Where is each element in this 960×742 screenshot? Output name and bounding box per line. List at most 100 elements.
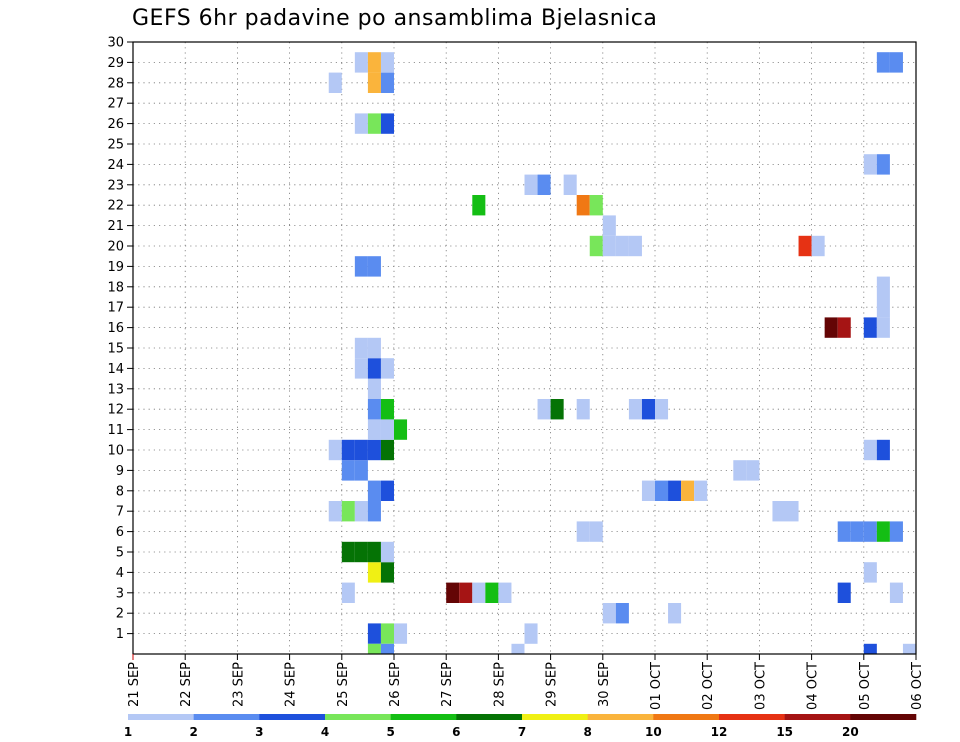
heatmap-cell [341, 439, 355, 461]
y-tick-label: 28 [107, 76, 124, 91]
y-tick-label: 17 [107, 301, 124, 316]
heatmap-cell [615, 603, 629, 624]
y-tick-label: 20 [107, 240, 124, 255]
colorbar-label: 1 [124, 725, 132, 739]
heatmap-cell [367, 337, 381, 359]
heatmap-cell [889, 582, 903, 603]
heatmap-cell [824, 317, 838, 338]
heatmap-cell [485, 582, 499, 603]
heatmap-cell [354, 541, 368, 563]
colorbar-label: 3 [255, 725, 263, 739]
heatmap-cell [472, 582, 486, 603]
heatmap-cell [602, 603, 616, 624]
heatmap-cell [902, 643, 916, 654]
heatmap-cell [328, 72, 342, 93]
heatmap-cell [354, 460, 368, 481]
heatmap-cell [354, 337, 368, 359]
heatmap-cell [380, 623, 394, 644]
y-tick-label: 26 [107, 117, 124, 132]
heatmap-cell [380, 399, 394, 420]
y-tick-label: 11 [107, 423, 124, 438]
heatmap-cell [380, 562, 394, 583]
x-tick-label: 27 SEP [440, 662, 455, 707]
colorbar-swatch [587, 714, 654, 720]
y-tick-label: 2 [116, 607, 124, 622]
y-tick-label: 24 [107, 158, 124, 173]
heatmap-cell [367, 643, 381, 654]
colorbar-swatch [784, 714, 851, 720]
heatmap-cell [367, 113, 381, 134]
x-tick-label: 05 OCT [858, 662, 873, 710]
x-tick-label: 29 SEP [545, 662, 560, 707]
heatmap-cell [341, 460, 355, 481]
heatmap-cell [876, 297, 890, 318]
heatmap-cell [889, 52, 903, 73]
heatmap-cell [863, 562, 877, 583]
y-tick-label: 13 [107, 382, 124, 397]
heatmap-cell [380, 358, 394, 379]
colorbar-label: 20 [842, 725, 859, 739]
heatmap-cell [889, 521, 903, 542]
heatmap-cell [380, 72, 394, 93]
heatmap-cell [537, 174, 551, 195]
heatmap-cell [459, 582, 473, 603]
y-tick-label: 29 [107, 56, 124, 71]
heatmap-cell [354, 501, 368, 522]
heatmap-cell [367, 480, 381, 501]
heatmap-cell [367, 256, 381, 277]
heatmap-cell [628, 399, 642, 420]
y-tick-label: 10 [107, 444, 124, 459]
heatmap-cell [668, 603, 682, 624]
heatmap-cell [367, 52, 381, 73]
heatmap-cell [380, 541, 394, 563]
colorbar-swatch [456, 714, 523, 720]
x-tick-label: 26 SEP [388, 662, 403, 707]
heatmap-cell [837, 317, 851, 338]
y-tick-label: 22 [107, 199, 124, 214]
heatmap-cell [576, 195, 590, 216]
heatmap-cell [341, 501, 355, 522]
heatmap-cell [524, 174, 538, 195]
heatmap-cell [589, 235, 603, 257]
x-tick-label: 25 SEP [336, 662, 351, 707]
y-tick-label: 30 [107, 36, 124, 51]
heatmap-cell [772, 501, 786, 522]
heatmap-cell [367, 623, 381, 644]
plot-frame [132, 41, 917, 655]
heatmap-cell [380, 643, 394, 654]
heatmap-cell [811, 235, 825, 257]
colorbar-swatch [522, 714, 588, 720]
heatmap-cell [589, 195, 603, 216]
heatmap-cell [380, 480, 394, 501]
y-tick-label: 6 [116, 525, 124, 540]
y-tick-label: 27 [107, 97, 124, 112]
y-tick-label: 12 [107, 403, 124, 418]
colorbar-swatch [719, 714, 785, 720]
y-tick-label: 1 [116, 627, 124, 642]
heatmap-cell [354, 113, 368, 134]
heatmap-cell [876, 521, 890, 542]
colorbar-swatch [259, 714, 326, 720]
y-tick-label: 15 [107, 342, 124, 357]
heatmap-cell [354, 256, 368, 277]
heatmap-cell [602, 235, 616, 257]
heatmap-cell [354, 52, 368, 73]
heatmap-cell [380, 419, 394, 440]
colorbar-swatch [193, 714, 260, 720]
y-tick-label: 7 [116, 505, 124, 520]
heatmap-cell [641, 480, 655, 501]
heatmap-cell [863, 521, 877, 542]
y-tick-label: 3 [116, 586, 124, 601]
heatmap-cell [576, 521, 590, 542]
y-tick-label: 21 [107, 219, 124, 234]
heatmap-cell [380, 52, 394, 73]
heatmap-cell [668, 480, 682, 501]
colorbar-label: 10 [645, 725, 662, 739]
heatmap-cell [694, 480, 708, 501]
colorbar-swatch [653, 714, 720, 720]
colorbar-label: 15 [776, 725, 793, 739]
heatmap-cell [367, 541, 381, 563]
heatmap-cell [863, 643, 877, 654]
x-tick-label: 02 OCT [701, 662, 716, 710]
